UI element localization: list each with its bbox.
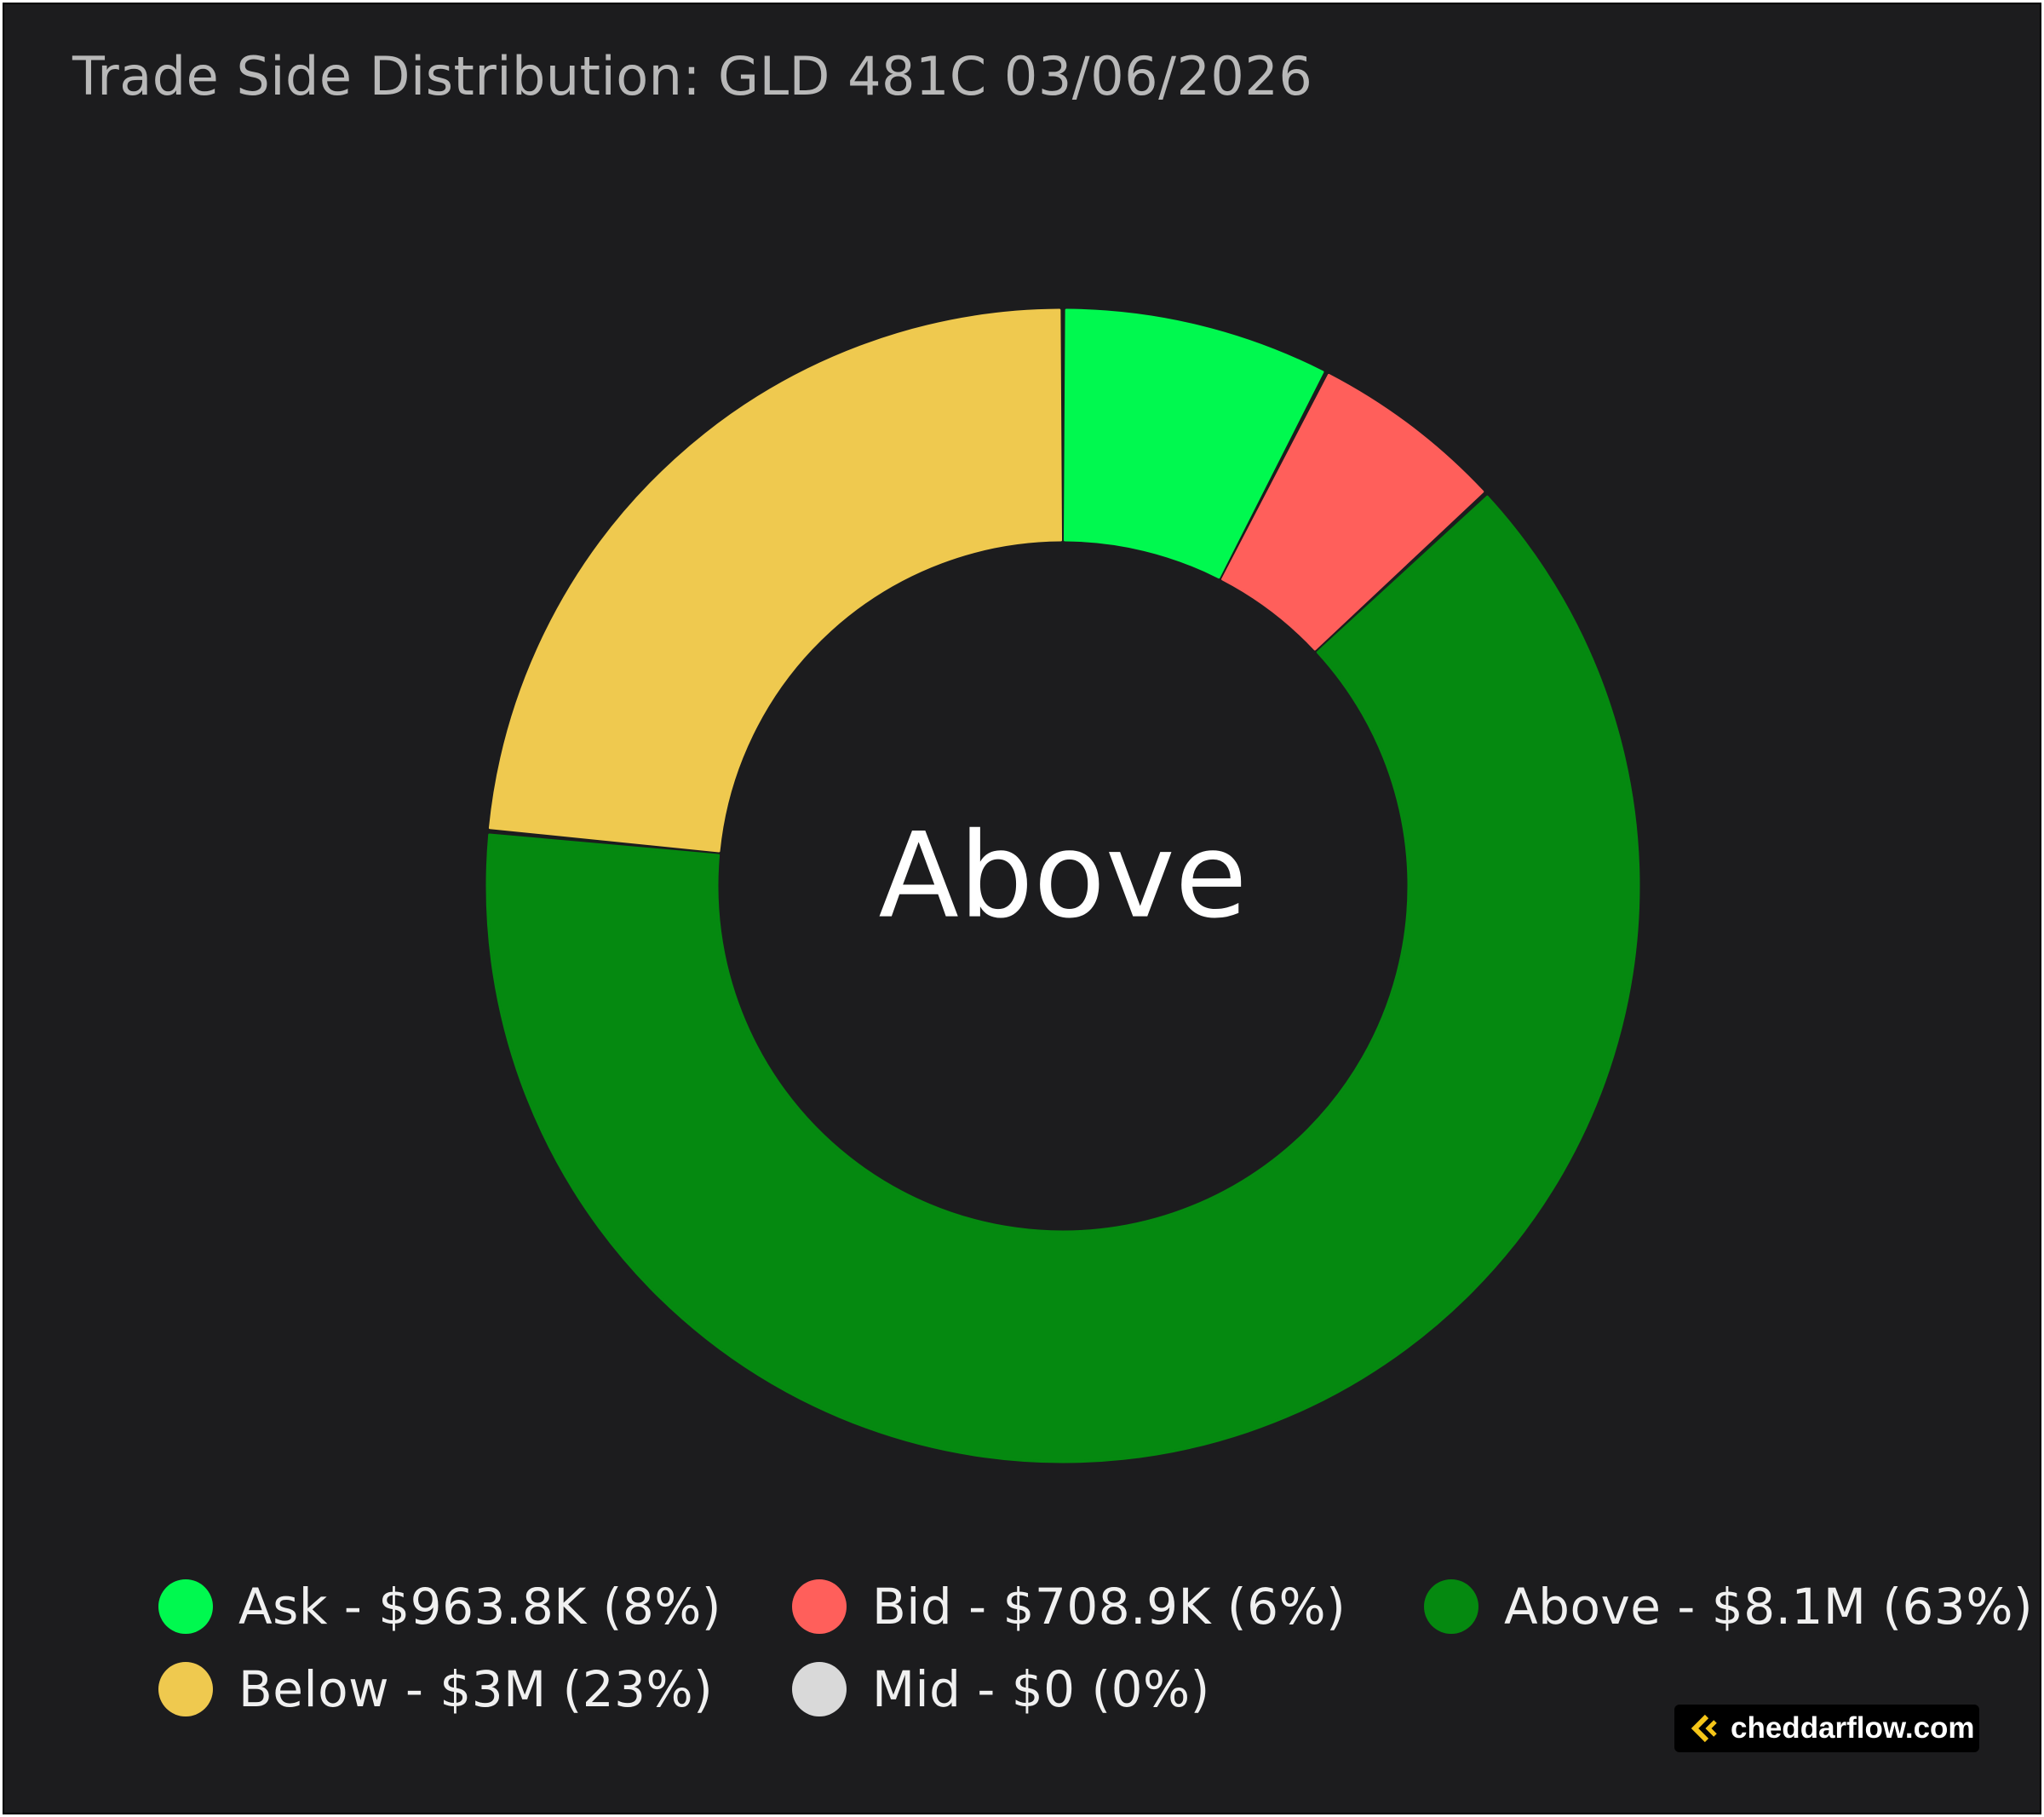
legend-label: Below - $3M (23%): [238, 1660, 714, 1718]
donut-slice-above[interactable]: [485, 495, 1640, 1463]
legend-label: Bid - $708.9K (6%): [872, 1578, 1346, 1636]
legend-marker: [158, 1579, 213, 1634]
chart-title: Trade Side Distribution: GLD 481C 03/06/…: [72, 45, 1313, 107]
legend-label: Mid - $0 (0%): [872, 1660, 1210, 1718]
donut-slice-bid[interactable]: [1221, 373, 1484, 651]
cheddarflow-watermark: cheddarflow.com: [1674, 1705, 1979, 1752]
watermark-text: cheddarflow.com: [1731, 1711, 1975, 1745]
legend-item-bid[interactable]: Bid - $708.9K (6%): [792, 1573, 1346, 1641]
legend-label: Above - $8.1M (63%): [1504, 1578, 2034, 1636]
legend-marker: [792, 1579, 847, 1634]
donut-slices: [485, 308, 1640, 1463]
chart-panel: Trade Side Distribution: GLD 481C 03/06/…: [3, 3, 2041, 1814]
legend-item-below[interactable]: Below - $3M (23%): [158, 1655, 713, 1723]
legend-item-ask[interactable]: Ask - $963.8K (8%): [158, 1573, 721, 1641]
legend-marker: [158, 1662, 213, 1716]
legend-marker: [1424, 1579, 1478, 1634]
legend-label: Ask - $963.8K (8%): [238, 1578, 721, 1636]
donut-slice-below[interactable]: [488, 308, 1063, 853]
legend-item-mid[interactable]: Mid - $0 (0%): [792, 1655, 1210, 1723]
donut-slice-ask[interactable]: [1063, 308, 1324, 579]
legend-marker: [792, 1662, 847, 1716]
donut-center-label: Above: [878, 808, 1247, 945]
legend-item-above[interactable]: Above - $8.1M (63%): [1424, 1573, 2033, 1641]
cheddarflow-logo-icon: [1691, 1714, 1717, 1743]
